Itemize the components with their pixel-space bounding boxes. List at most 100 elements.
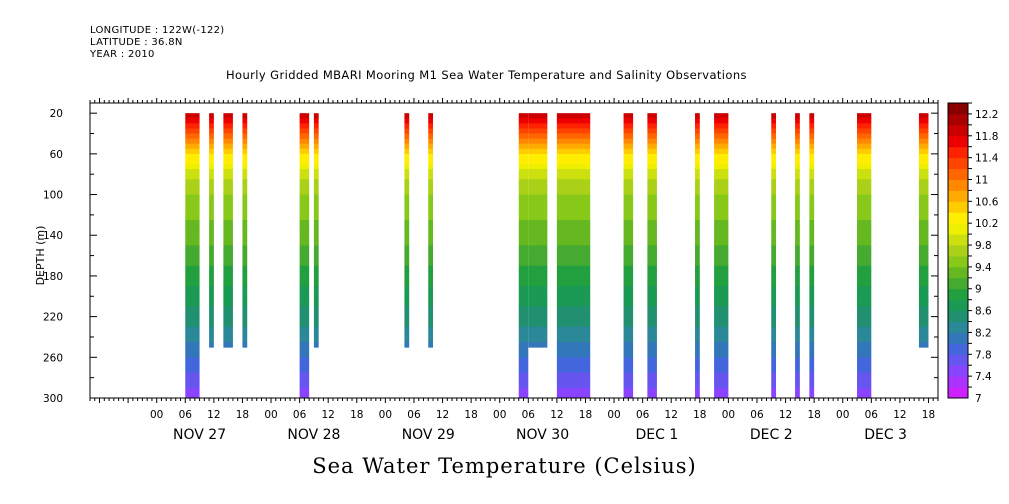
data-cell [528,316,548,323]
data-cell [857,377,872,384]
data-cell [556,148,591,155]
data-cell [714,270,729,277]
data-cell [242,275,248,282]
data-cell [223,179,233,185]
data-cell [795,367,800,374]
data-segment [404,113,410,348]
data-cell [428,118,434,124]
data-cell [809,209,815,216]
data-cell [714,250,729,257]
data-cell [313,225,319,231]
data-cell [404,133,410,140]
data-cell [623,265,634,272]
data-cell [518,260,529,267]
data-cell [209,270,214,277]
data-cell [771,352,777,358]
data-cell [556,179,591,185]
data-cell [918,260,929,267]
data-cell [647,326,657,333]
data-cell [299,169,310,175]
data-cell [857,362,872,368]
data-cell [518,164,529,170]
data-cell [299,138,310,145]
data-cell [695,250,700,257]
data-cell [714,138,729,145]
data-cell [556,113,591,119]
data-cell [695,118,700,124]
y-tick-label: 220 [43,312,63,324]
data-cell [771,209,777,216]
data-cell [185,260,200,267]
data-cell [209,321,214,328]
data-cell [185,204,200,211]
data-cell [795,184,800,190]
data-cell [714,113,729,119]
data-cell [242,169,248,175]
data-cell [223,153,233,160]
data-cell [647,342,657,348]
data-cell [185,311,200,318]
data-segment [918,113,929,348]
data-cell [771,331,777,338]
data-cell [209,204,214,211]
data-cell [556,265,591,272]
data-cell [556,362,591,368]
data-cell [918,113,929,119]
data-cell [795,286,800,292]
data-cell [223,123,233,129]
data-cell [528,153,548,160]
data-segment [809,113,815,399]
data-cell [528,133,548,140]
data-cell [918,255,929,262]
colorbar-label: 7.8 [975,349,992,361]
data-cell [428,240,434,246]
data-cell [313,169,319,175]
data-cell [695,275,700,282]
data-cell [428,311,434,318]
data-cell [795,204,800,211]
data-cell [647,219,657,226]
data-cell [528,138,548,145]
data-cell [185,367,200,374]
data-cell [209,143,214,150]
data-cell [695,347,700,353]
data-cell [518,158,529,165]
data-cell [809,169,815,175]
data-cell [313,245,319,251]
data-cell [623,118,634,124]
data-cell [299,265,310,272]
data-cell [518,270,529,277]
data-cell [209,296,214,302]
data-cell [695,387,700,394]
data-cell [313,265,319,272]
x-tick-label: 00 [264,409,277,421]
data-cell [857,219,872,226]
data-cell [647,352,657,358]
data-cell [209,184,214,190]
data-cell [209,291,214,297]
data-cell [404,326,410,333]
data-cell [313,255,319,262]
data-cell [795,306,800,313]
data-cell [518,148,529,155]
data-cell [185,301,200,307]
data-cell [299,219,310,226]
data-cell [695,194,700,201]
data-cell [857,382,872,389]
data-cell [771,255,777,262]
data-cell [795,235,800,241]
data-cell [695,326,700,333]
data-cell [771,138,777,145]
data-cell [556,387,591,394]
data-cell [209,235,214,241]
data-cell [809,347,815,353]
data-cell [404,275,410,282]
data-cell [299,270,310,277]
data-cell [809,250,815,257]
data-cell [857,281,872,287]
data-cell [795,342,800,348]
data-cell [185,275,200,282]
data-cell [528,113,548,119]
data-cell [714,336,729,343]
data-cell [528,164,548,170]
